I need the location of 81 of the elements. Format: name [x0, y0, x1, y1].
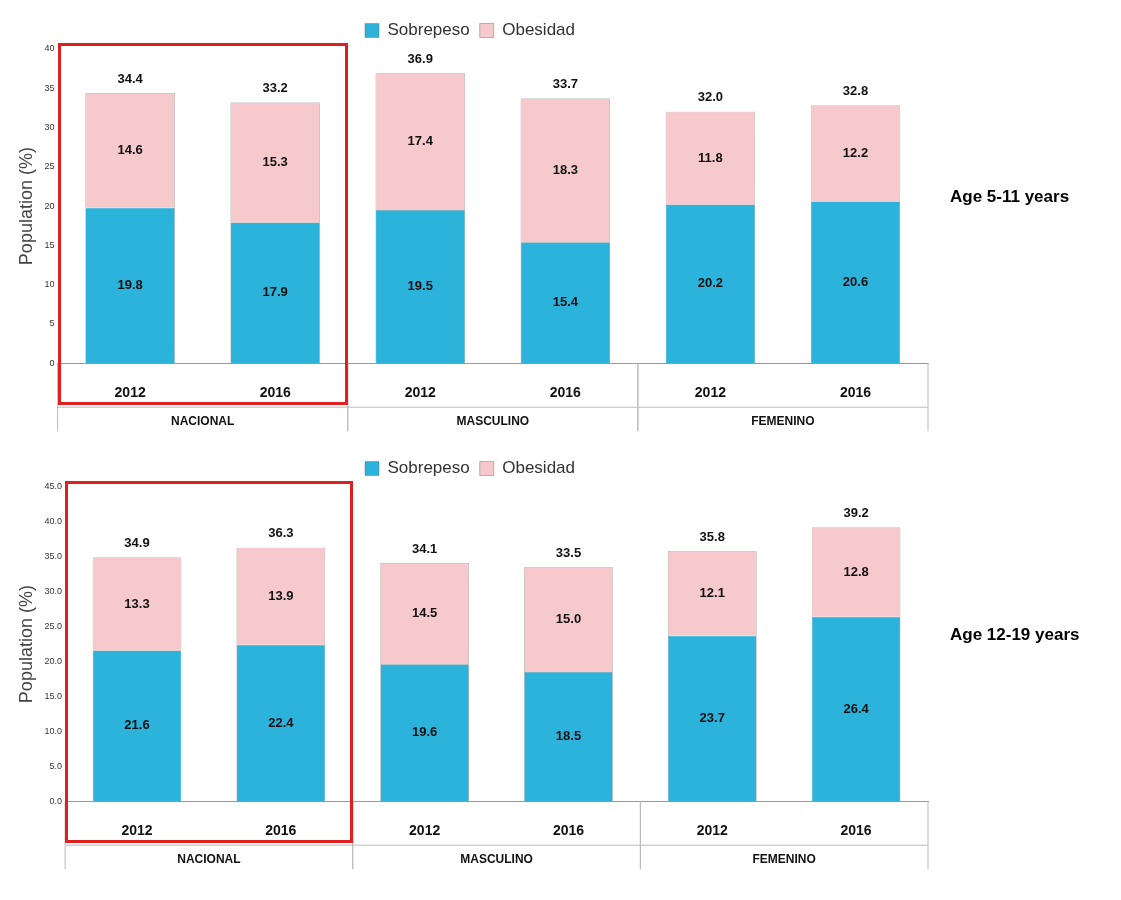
total-label: 33.7 [552, 76, 578, 92]
x-tick-label: 2012 [121, 822, 153, 839]
x-tick-label: 2012 [694, 384, 727, 401]
total-label: 32.0 [697, 89, 724, 105]
data-label: 15.4 [552, 294, 579, 310]
y-tick-label: 15 [44, 239, 55, 250]
y-tick-label: 5 [49, 318, 55, 329]
y-axis-title: Population (%) [15, 585, 36, 704]
total-label: 36.3 [268, 525, 294, 541]
text: NACIONAL [177, 851, 241, 866]
legend-label: Sobrepeso [387, 20, 470, 40]
text: FEMENINO [751, 413, 815, 428]
total-label: 36.9 [407, 50, 433, 66]
y-tick-label: 5.0 [49, 760, 63, 771]
data-label: 19.6 [412, 724, 438, 740]
data-label: 17.4 [407, 133, 434, 149]
data-label: 12.8 [843, 563, 869, 579]
y-tick-label: 0 [49, 357, 55, 368]
y-tick-label: 30.0 [44, 586, 63, 597]
data-label: 21.6 [124, 717, 150, 733]
x-tick-label: 2016 [840, 822, 872, 839]
total-label: 32.8 [842, 83, 869, 99]
y-tick-label: 10 [44, 279, 55, 290]
data-label: 13.3 [124, 595, 150, 611]
y-tick-label: 35.0 [44, 551, 63, 562]
y-axis-title: Population (%) [15, 147, 36, 266]
total-label: 34.1 [412, 540, 438, 556]
data-label: 23.7 [699, 710, 725, 726]
y-tick-label: 45.0 [44, 481, 63, 492]
y-tick-label: 25.0 [44, 621, 63, 632]
x-tick-label: 2016 [265, 822, 297, 839]
data-label: 22.4 [268, 714, 295, 730]
data-label: 17.9 [262, 284, 288, 300]
data-label: 19.8 [117, 277, 143, 293]
x-tick-label: 2016 [259, 384, 291, 401]
legend-label: Sobrepeso [387, 458, 470, 478]
data-label: 14.5 [412, 605, 438, 621]
total-label: 34.4 [117, 70, 144, 86]
data-label: 20.2 [697, 275, 724, 291]
data-label: 18.3 [552, 161, 578, 177]
y-tick-label: 10.0 [44, 725, 63, 736]
y-tick-label: 30 [44, 122, 55, 133]
data-label: 26.4 [843, 700, 870, 716]
y-tick-label: 15.0 [44, 690, 63, 701]
y-tick-label: 20.0 [44, 656, 63, 667]
text: MASCULINO [456, 413, 530, 428]
y-tick-label: 40 [44, 43, 55, 54]
total-label: 39.2 [843, 505, 869, 521]
text: Age 12-19 years [950, 625, 1080, 645]
text: Age 5-11 years [950, 187, 1070, 207]
y-tick-label: 20 [44, 200, 55, 211]
legend-label: Obesidad [502, 458, 576, 478]
data-label: 20.6 [842, 273, 869, 289]
y-tick-label: 0.0 [49, 795, 63, 806]
data-label: 11.8 [698, 149, 723, 165]
x-tick-label: 2016 [552, 822, 585, 839]
x-tick-label: 2012 [696, 822, 729, 839]
total-label: 33.2 [262, 79, 288, 95]
x-tick-label: 2012 [409, 822, 441, 839]
text: MASCULINO [460, 851, 533, 866]
y-tick-label: 40.0 [44, 516, 63, 527]
total-label: 33.5 [555, 544, 582, 560]
data-label: 13.9 [268, 587, 294, 603]
y-tick-label: 25 [44, 161, 55, 172]
data-label: 14.6 [117, 141, 143, 157]
x-tick-label: 2016 [839, 384, 872, 401]
total-label: 34.9 [124, 535, 150, 551]
data-label: 18.5 [555, 728, 582, 744]
data-label: 15.0 [555, 611, 582, 627]
text: NACIONAL [171, 413, 235, 428]
x-tick-label: 2016 [549, 384, 582, 401]
data-label: 12.1 [699, 585, 725, 601]
text: FEMENINO [752, 851, 816, 866]
data-label: 19.5 [407, 278, 433, 294]
data-label: 15.3 [262, 154, 288, 170]
x-tick-label: 2012 [114, 384, 146, 401]
legend-label: Obesidad [502, 20, 576, 40]
total-label: 35.8 [699, 528, 725, 544]
y-tick-label: 35 [44, 82, 55, 93]
data-label: 12.2 [842, 145, 869, 161]
x-tick-label: 2012 [404, 384, 437, 401]
